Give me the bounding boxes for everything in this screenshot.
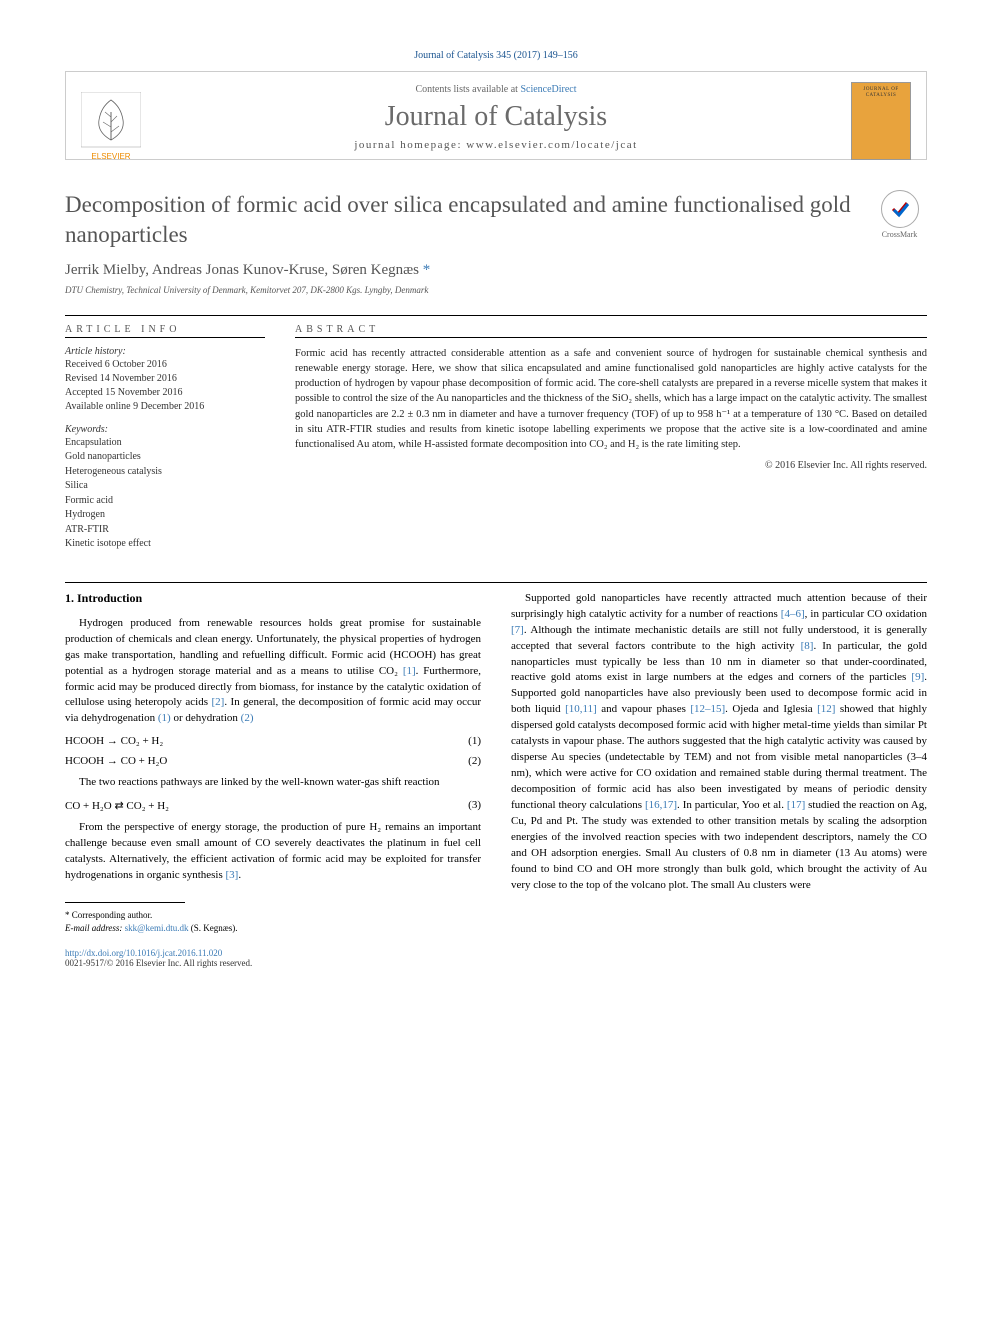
footnote-divider bbox=[65, 902, 185, 903]
homepage-url[interactable]: www.elsevier.com/locate/jcat bbox=[466, 139, 637, 151]
svg-text:ELSEVIER: ELSEVIER bbox=[91, 152, 130, 161]
crossmark-label: CrossMark bbox=[882, 230, 918, 239]
ref-link[interactable]: [16,17] bbox=[645, 799, 677, 811]
info-divider bbox=[65, 337, 265, 338]
intro-paragraph-col2: Supported gold nanoparticles have recent… bbox=[511, 591, 927, 894]
ref-link[interactable]: [9] bbox=[911, 671, 924, 683]
eq-ref[interactable]: (1) bbox=[158, 712, 171, 724]
sciencedirect-link[interactable]: ScienceDirect bbox=[520, 84, 576, 95]
affiliation: DTU Chemistry, Technical University of D… bbox=[65, 285, 927, 295]
journal-header-box: ELSEVIER JOURNAL OF CATALYSIS Contents l… bbox=[65, 71, 927, 160]
ref-link[interactable]: [1] bbox=[403, 665, 416, 677]
ref-link[interactable]: [8] bbox=[801, 640, 814, 652]
ref-link[interactable]: [2] bbox=[211, 696, 224, 708]
abstract-heading: ABSTRACT bbox=[295, 324, 927, 335]
intro-paragraph-3: From the perspective of energy storage, … bbox=[65, 820, 481, 884]
ref-link[interactable]: [17] bbox=[787, 799, 805, 811]
keywords-list: EncapsulationGold nanoparticlesHeterogen… bbox=[65, 436, 265, 552]
ref-link[interactable]: [3] bbox=[226, 869, 239, 881]
abstract-text: Formic acid has recently attracted consi… bbox=[295, 346, 927, 453]
ref-link[interactable]: [10,11] bbox=[565, 703, 597, 715]
ref-link[interactable]: [4–6] bbox=[781, 608, 805, 620]
header-reference: Journal of Catalysis 345 (2017) 149–156 bbox=[65, 50, 927, 61]
article-info-column: ARTICLE INFO Article history: Received 6… bbox=[65, 324, 265, 552]
abstract-column: ABSTRACT Formic acid has recently attrac… bbox=[295, 324, 927, 552]
corresponding-author-note: * Corresponding author. bbox=[65, 909, 481, 922]
homepage-line: journal homepage: www.elsevier.com/locat… bbox=[66, 139, 926, 151]
section-divider bbox=[65, 582, 927, 583]
body-column-right: Supported gold nanoparticles have recent… bbox=[511, 591, 927, 934]
eq-ref[interactable]: (2) bbox=[241, 712, 254, 724]
article-title: Decomposition of formic acid over silica… bbox=[65, 190, 852, 250]
equation-2: HCOOH → CO + H₂O(2) bbox=[65, 755, 481, 767]
section-1-heading: 1. Introduction bbox=[65, 591, 481, 606]
email-link[interactable]: skk@kemi.dtu.dk bbox=[125, 923, 189, 933]
ref-link[interactable]: [12–15] bbox=[690, 703, 725, 715]
authors-line: Jerrik Mielby, Andreas Jonas Kunov-Kruse… bbox=[65, 262, 927, 279]
equation-3: CO + H₂O ⇄ CO₂ + H₂(3) bbox=[65, 799, 481, 812]
crossmark-icon bbox=[887, 196, 913, 222]
journal-name: Journal of Catalysis bbox=[66, 101, 926, 133]
equation-1: HCOOH → CO₂ + H₂(1) bbox=[65, 735, 481, 747]
ref-link[interactable]: [12] bbox=[817, 703, 835, 715]
section-divider bbox=[65, 315, 927, 316]
history-dates: Received 6 October 2016Revised 14 Novemb… bbox=[65, 358, 265, 414]
keywords-label: Keywords: bbox=[65, 424, 265, 435]
article-info-heading: ARTICLE INFO bbox=[65, 324, 265, 335]
crossmark-badge[interactable]: CrossMark bbox=[872, 190, 927, 245]
history-label: Article history: bbox=[65, 346, 265, 357]
abstract-copyright: © 2016 Elsevier Inc. All rights reserved… bbox=[295, 460, 927, 471]
corresponding-marker: * bbox=[419, 262, 430, 278]
doi-link[interactable]: http://dx.doi.org/10.1016/j.jcat.2016.11… bbox=[65, 948, 927, 958]
journal-cover-thumbnail[interactable]: JOURNAL OF CATALYSIS bbox=[851, 82, 911, 160]
body-column-left: 1. Introduction Hydrogen produced from r… bbox=[65, 591, 481, 934]
abstract-divider bbox=[295, 337, 927, 338]
ref-link[interactable]: [7] bbox=[511, 624, 524, 636]
intro-paragraph-1: Hydrogen produced from renewable resourc… bbox=[65, 616, 481, 728]
elsevier-logo[interactable]: ELSEVIER bbox=[81, 92, 141, 162]
contents-line: Contents lists available at ScienceDirec… bbox=[66, 84, 926, 95]
email-footnote: E-mail address: skk@kemi.dtu.dk (S. Kegn… bbox=[65, 922, 481, 935]
elsevier-tree-icon: ELSEVIER bbox=[81, 92, 141, 162]
issn-copyright: 0021-9517/© 2016 Elsevier Inc. All right… bbox=[65, 958, 927, 968]
intro-paragraph-2: The two reactions pathways are linked by… bbox=[65, 775, 481, 791]
cover-title: JOURNAL OF CATALYSIS bbox=[856, 87, 906, 99]
